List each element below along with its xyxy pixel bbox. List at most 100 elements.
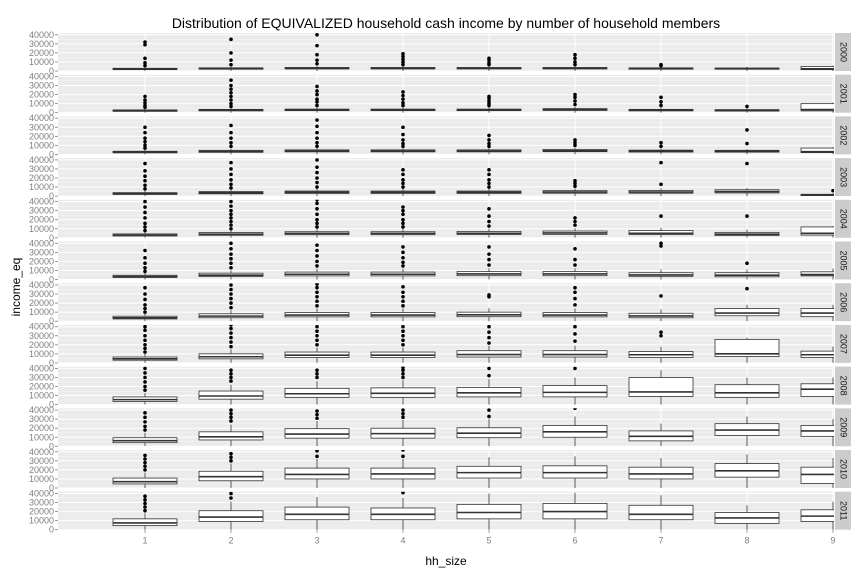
box-9 bbox=[800, 377, 834, 405]
y-tick-label: 0 bbox=[49, 108, 54, 118]
outlier-point bbox=[229, 287, 233, 292]
box-body bbox=[800, 147, 834, 153]
facet-strip-label: 2007 bbox=[839, 334, 849, 354]
outlier-point bbox=[229, 301, 233, 305]
outlier-point bbox=[401, 141, 405, 146]
outlier-point bbox=[315, 180, 319, 185]
box-body bbox=[284, 387, 350, 398]
outlier-point bbox=[143, 415, 147, 420]
outlier-point bbox=[487, 144, 491, 149]
outlier-point bbox=[487, 214, 491, 218]
box-4 bbox=[370, 205, 436, 238]
box-7 bbox=[628, 140, 694, 155]
outlier-point bbox=[229, 324, 233, 327]
box-7 bbox=[628, 330, 694, 363]
box-4 bbox=[370, 125, 436, 155]
outlier-point bbox=[229, 140, 233, 145]
outlier-point bbox=[401, 415, 405, 420]
x-tick-label: 3 bbox=[314, 536, 319, 546]
x-axis-title: hh_size bbox=[425, 554, 467, 568]
outlier-point bbox=[315, 343, 319, 347]
outlier-point bbox=[315, 412, 319, 417]
outlier-point bbox=[659, 95, 663, 100]
outlier-point bbox=[143, 42, 147, 47]
facet-strip-label: 2008 bbox=[839, 376, 849, 396]
y-tick-label: 10000 bbox=[29, 391, 54, 401]
outlier-point bbox=[573, 143, 577, 148]
outlier-point bbox=[401, 144, 405, 149]
box-body bbox=[714, 384, 780, 398]
box-3 bbox=[284, 283, 350, 322]
panel-boxes bbox=[112, 491, 834, 530]
box-7 bbox=[628, 214, 694, 238]
facet-strip-label: 2004 bbox=[839, 209, 849, 229]
outlier-point bbox=[401, 294, 405, 299]
outlier-point bbox=[315, 89, 319, 93]
outlier-point bbox=[315, 285, 319, 290]
box-body bbox=[628, 377, 694, 397]
outlier-point bbox=[573, 219, 577, 224]
outlier-point bbox=[315, 103, 319, 108]
panel-boxes bbox=[112, 408, 834, 447]
outlier-point bbox=[229, 204, 233, 208]
box-6 bbox=[542, 492, 608, 530]
x-tick-label: 8 bbox=[744, 536, 749, 546]
outlier-point bbox=[487, 141, 491, 146]
box-6 bbox=[542, 216, 608, 238]
box-6 bbox=[542, 246, 608, 280]
outlier-point bbox=[401, 172, 405, 177]
box-9 bbox=[800, 501, 834, 530]
y-tick-label: 30000 bbox=[29, 372, 54, 382]
outlier-point bbox=[401, 290, 405, 295]
box-2 bbox=[198, 160, 264, 197]
box-5 bbox=[456, 56, 522, 71]
outlier-point bbox=[745, 128, 749, 132]
outlier-point bbox=[573, 339, 577, 343]
outlier-point bbox=[315, 217, 319, 222]
outlier-point bbox=[315, 368, 319, 373]
box-8 bbox=[714, 104, 780, 113]
facet-strip-label: 2001 bbox=[839, 84, 849, 104]
outlier-point bbox=[315, 207, 319, 211]
box-8 bbox=[714, 261, 780, 280]
facet-strip-label: 2011 bbox=[839, 501, 849, 520]
outlier-point bbox=[143, 303, 147, 307]
outlier-point bbox=[229, 212, 233, 217]
outlier-point bbox=[573, 324, 577, 329]
outlier-point bbox=[229, 411, 233, 416]
outlier-point bbox=[315, 248, 319, 253]
y-tick-label: 40000 bbox=[29, 238, 54, 248]
box-3 bbox=[284, 368, 350, 405]
outlier-point bbox=[315, 290, 319, 295]
y-tick-label: 20000 bbox=[29, 173, 54, 183]
outlier-point bbox=[229, 216, 233, 220]
outlier-point bbox=[143, 178, 147, 183]
outlier-point bbox=[143, 265, 147, 270]
outlier-point bbox=[143, 460, 147, 465]
box-body bbox=[800, 466, 834, 484]
outlier-point bbox=[143, 464, 147, 469]
y-tick-label: 10000 bbox=[29, 474, 54, 484]
outlier-point bbox=[143, 310, 147, 314]
outlier-point bbox=[659, 140, 663, 145]
outlier-point bbox=[229, 172, 233, 177]
outlier-point bbox=[229, 455, 233, 460]
box-3 bbox=[284, 324, 350, 363]
outlier-point bbox=[315, 259, 319, 264]
outlier-point bbox=[315, 264, 319, 268]
outlier-point bbox=[573, 296, 577, 301]
box-5 bbox=[456, 207, 522, 238]
outlier-point bbox=[573, 216, 577, 220]
panel-boxes bbox=[112, 118, 834, 155]
y-tick-label: 30000 bbox=[29, 206, 54, 216]
outlier-point bbox=[229, 241, 233, 246]
outlier-point bbox=[573, 181, 577, 186]
y-tick-label: 30000 bbox=[29, 39, 54, 49]
outlier-point bbox=[143, 505, 147, 509]
outlier-point bbox=[315, 201, 319, 206]
y-tick-label: 30000 bbox=[29, 81, 54, 91]
outlier-point bbox=[659, 333, 663, 338]
outlier-point bbox=[573, 184, 577, 188]
box-5 bbox=[456, 168, 522, 197]
outlier-point bbox=[315, 118, 319, 122]
